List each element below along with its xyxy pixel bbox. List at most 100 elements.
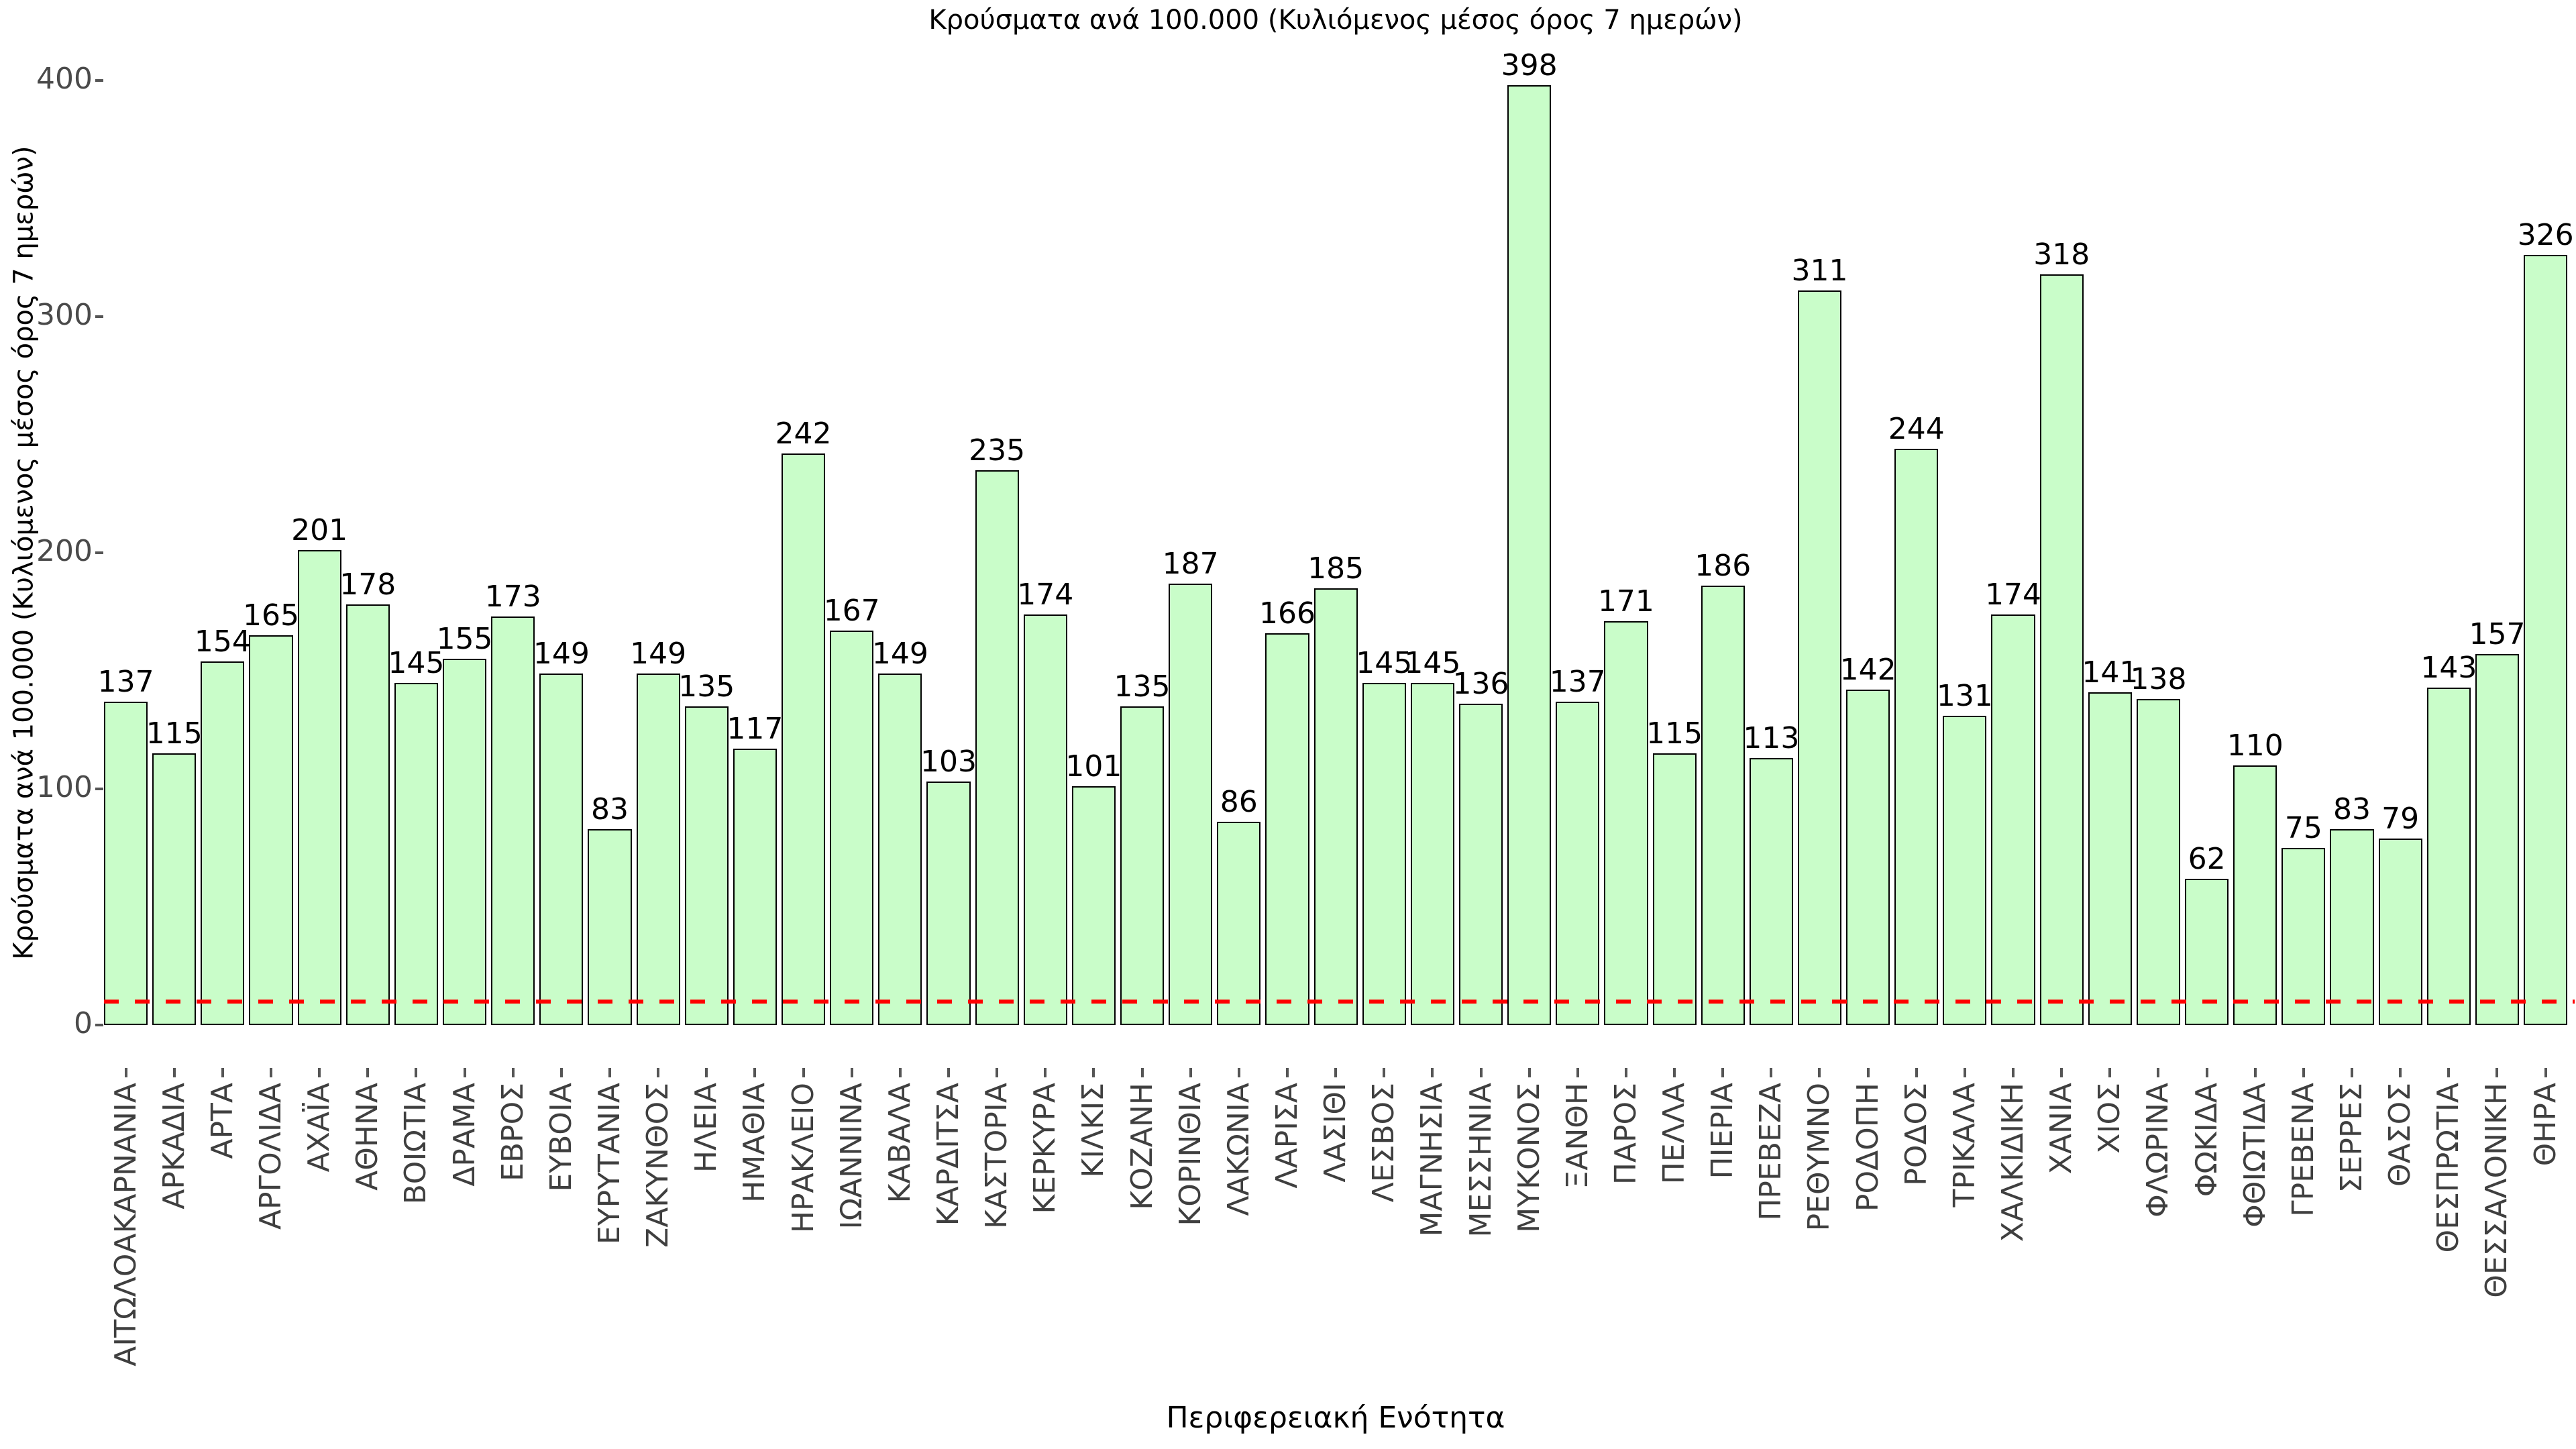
x-tick-slot [2379, 1068, 2422, 1077]
x-tick-mark [511, 1068, 515, 1077]
bar [2233, 765, 2277, 1025]
bar-slot: 86 [1217, 788, 1261, 1025]
x-tick-label: ΚΟΡΙΝΘΙΑ [1173, 1083, 1208, 1226]
bar-value-label: 186 [1695, 549, 1752, 584]
bar [201, 661, 245, 1025]
x-tick-label: ΞΑΝΘΗ [1560, 1083, 1595, 1189]
x-label-slot: ΗΛΕΙΑ [685, 1083, 729, 1418]
x-label-slot: ΡΟΔΟΠΗ [1846, 1083, 1890, 1418]
bar-value-label: 178 [339, 568, 396, 602]
x-tick-mark [1383, 1068, 1386, 1077]
bar [1313, 588, 1358, 1025]
bar-slot: 135 [678, 672, 735, 1025]
x-label-slot: ΚΟΡΙΝΘΙΑ [1169, 1083, 1212, 1418]
x-tick-mark [559, 1068, 563, 1077]
bar [2426, 687, 2471, 1025]
x-label-slot: ΡΕΘΥΜΝΟ [1798, 1083, 1841, 1418]
bar-slot: 398 [1501, 51, 1558, 1025]
x-tick-mark [463, 1068, 466, 1077]
x-label-slot: ΙΩΑΝΝΙΝΑ [830, 1083, 873, 1418]
x-tick-label: ΑΙΤΩΛΟΑΚΑΡΝΑΝΙΑ [108, 1083, 143, 1366]
bar-slot: 145 [1404, 648, 1460, 1025]
bar-slot: 187 [1163, 549, 1219, 1025]
x-tick-slot [2427, 1068, 2471, 1077]
bar [684, 706, 729, 1025]
bar-slot: 131 [1937, 681, 1993, 1025]
x-label-slot: ΧΑΛΚΙΔΙΚΗ [1991, 1083, 2035, 1418]
bar-value-label: 83 [2333, 792, 2371, 826]
x-tick-slot [2233, 1068, 2277, 1077]
x-label-slot: ΠΙΕΡΙΑ [1701, 1083, 1745, 1418]
bar-slot: 173 [485, 582, 541, 1025]
bar-value-label: 142 [1839, 653, 1896, 688]
bar-value-label: 135 [1114, 669, 1171, 704]
x-tick-mark [1576, 1068, 1579, 1077]
bar [1507, 85, 1552, 1025]
bar-value-label: 149 [871, 636, 928, 671]
bar [2039, 274, 2084, 1025]
bar-value-label: 136 [1452, 667, 1509, 702]
bar-value-label: 244 [1888, 412, 1945, 447]
y-tick-mark [95, 79, 103, 82]
bar [1991, 614, 2035, 1025]
x-tick-slot [926, 1068, 970, 1077]
bar-slot: 326 [2518, 221, 2574, 1025]
x-tick-slot [104, 1068, 148, 1077]
bar [1604, 621, 1648, 1025]
bar-value-label: 201 [291, 513, 348, 548]
x-tick-slot [1750, 1068, 1793, 1077]
x-tick-label: ΣΕΡΡΕΣ [2334, 1083, 2369, 1193]
x-tick-mark [1140, 1068, 1144, 1077]
bar [394, 682, 438, 1025]
x-tick-label: ΑΡΤΑ [205, 1083, 239, 1159]
x-tick-slot [878, 1068, 922, 1077]
x-tick-slot [1653, 1068, 1697, 1077]
x-tick-slot [1169, 1068, 1212, 1077]
x-label-slot: ΘΑΣΟΣ [2379, 1083, 2422, 1418]
x-label-slot: ΧΑΝΙΑ [2040, 1083, 2084, 1418]
bar [152, 753, 197, 1025]
x-label-slot: ΛΑΚΩΝΙΑ [1217, 1083, 1260, 1418]
bar-value-label: 154 [194, 624, 251, 659]
bar-value-label: 141 [2082, 655, 2139, 690]
bar-slot: 165 [243, 601, 299, 1025]
x-label-slot: ΑΘΗΝΑ [346, 1083, 390, 1418]
bar-value-label: 103 [920, 745, 977, 780]
bar-slot: 75 [2282, 814, 2326, 1025]
x-tick-mark [2108, 1068, 2112, 1077]
y-tick-label: 100 [36, 770, 93, 804]
x-tick-mark [1624, 1068, 1627, 1077]
x-tick-slot [539, 1068, 583, 1077]
x-tick-mark [753, 1068, 757, 1077]
bar-value-label: 83 [590, 792, 629, 826]
bar-value-label: 79 [2381, 801, 2420, 836]
x-tick-mark [802, 1068, 805, 1077]
x-tick-mark [318, 1068, 321, 1077]
bar-slot: 110 [2227, 731, 2284, 1025]
x-label-slot: ΘΕΣΣΑΛΟΝΙΚΗ [2475, 1083, 2519, 1418]
x-tick-label: ΘΗΡΑ [2528, 1083, 2563, 1167]
x-tick-label: ΗΡΑΚΛΕΙΟ [786, 1083, 820, 1234]
bar-slot: 157 [2469, 620, 2525, 1025]
bar [1652, 753, 1697, 1025]
x-label-slot: ΓΡΕΒΕΝΑ [2282, 1083, 2325, 1418]
x-tick-slot [2040, 1068, 2084, 1077]
bar-slot: 171 [1598, 587, 1654, 1025]
x-tick-label: ΠΕΛΛΑ [1657, 1083, 1692, 1185]
bar-value-label: 149 [630, 636, 687, 671]
x-tick-mark [608, 1068, 611, 1077]
x-tick-label: ΧΑΛΚΙΔΙΚΗ [1996, 1083, 2031, 1242]
x-tick-mark [366, 1068, 370, 1077]
bar-slot: 137 [98, 667, 154, 1025]
x-tick-mark [1285, 1068, 1289, 1077]
y-tick-mark [95, 551, 103, 554]
bar-value-label: 137 [1549, 664, 1606, 699]
x-tick-mark [1915, 1068, 1918, 1077]
x-tick-slot [588, 1068, 631, 1077]
x-tick-slot [1701, 1068, 1745, 1077]
x-tick-slot [1217, 1068, 1260, 1077]
x-tick-label: ΑΧΑΪΑ [302, 1083, 337, 1173]
x-label-slot: ΛΕΣΒΟΣ [1362, 1083, 1406, 1418]
x-tick-slot [2088, 1068, 2132, 1077]
chart-title: Κρούσματα ανά 100.000 (Κυλιόμενος μέσος … [928, 5, 1743, 36]
